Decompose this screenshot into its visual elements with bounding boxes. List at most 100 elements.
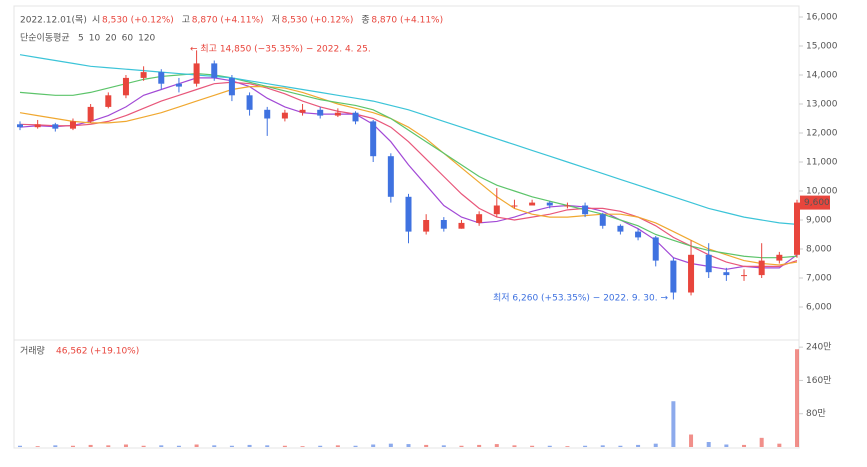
volume-bar (53, 445, 58, 447)
volume-tick-label: 240만 (806, 342, 831, 353)
high-annotation: ← 최고 14,850 (−35.35%) − 2022. 4. 25. (190, 44, 371, 55)
candle-body (370, 121, 377, 157)
volume-bar (265, 445, 270, 447)
candle-body (546, 202, 553, 206)
candle-body (670, 260, 677, 293)
volume-bar (706, 442, 711, 447)
volume-summary: 46,562 (+19.10%) (56, 347, 139, 357)
volume-bar (565, 446, 570, 447)
volume-bar (282, 445, 287, 447)
volume-bar (724, 444, 729, 447)
volume-bar (689, 434, 694, 447)
candle-body (688, 254, 695, 293)
candle-body (635, 231, 642, 238)
candle-body (476, 214, 483, 223)
y-tick-label: 10,000 (806, 187, 838, 197)
volume-title: 거래량 (20, 345, 45, 357)
candle-body (211, 63, 218, 78)
volume-bar (300, 446, 305, 447)
volume-bar (35, 446, 40, 447)
candle-body (228, 77, 235, 96)
candle-body (493, 205, 500, 215)
volume-bar (388, 443, 393, 447)
volume-bar (653, 443, 658, 447)
volume-bar (70, 445, 75, 447)
volume-bar (106, 445, 111, 447)
y-tick-label: 13,000 (806, 100, 838, 110)
y-tick-label: 11,000 (806, 158, 838, 168)
volume-bar (212, 445, 217, 447)
volume-bar (229, 445, 234, 447)
volume-bar (636, 444, 641, 447)
candle-body (264, 109, 271, 119)
ma-line (19, 54, 798, 225)
volume-bar (335, 445, 340, 447)
candle-body (140, 72, 147, 78)
volume-bar (159, 445, 164, 447)
header-label: 시 (92, 15, 100, 26)
y-tick-label: 7,000 (806, 274, 832, 284)
candle-body (387, 156, 394, 197)
volume-bar (406, 444, 411, 447)
candle-body (440, 220, 447, 229)
volume-bar (18, 445, 22, 447)
y-tick-label: 9,000 (806, 216, 832, 226)
candle-body (458, 222, 465, 229)
ma-legend: 60 (122, 34, 134, 44)
price-tag-label: 9,600 (804, 198, 830, 208)
candle-body (52, 124, 59, 129)
low-annotation: 최저 6,260 (+53.35%) − 2022. 9. 30. → (493, 293, 668, 304)
candle-body (423, 220, 430, 232)
volume-bar (618, 445, 623, 447)
volume-bar (742, 444, 747, 447)
y-tick-label: 6,000 (806, 303, 832, 313)
candle-body (34, 124, 41, 128)
y-tick-label: 15,000 (806, 42, 838, 52)
ma-legend: 120 (138, 34, 155, 44)
ma-legend: 10 (89, 34, 101, 44)
candle-body (582, 205, 589, 215)
candle-body (776, 254, 783, 261)
volume-bar (247, 444, 252, 447)
header-value: 8,530 (+0.12%) (102, 16, 174, 26)
ma-line (19, 72, 798, 259)
candle-body (511, 205, 518, 207)
volume-bar (671, 401, 676, 447)
candle-body (564, 205, 571, 207)
volume-bar (353, 445, 358, 447)
ma-line (19, 81, 798, 267)
volume-tick-label: 80만 (806, 408, 826, 419)
candle-body (405, 196, 412, 232)
volume-bar (759, 437, 764, 447)
volume-bar (194, 444, 199, 447)
candle-body (529, 202, 536, 206)
candle-body (599, 214, 606, 226)
volume-bar (441, 445, 446, 447)
candle-body (299, 109, 306, 113)
volume-bar (424, 444, 429, 447)
header-value: 8,530 (+0.12%) (282, 16, 354, 26)
volume-bar (600, 445, 605, 447)
candle-body (193, 63, 200, 84)
volume-bar (583, 445, 588, 447)
ma-line (19, 86, 798, 266)
candle-body (741, 275, 748, 277)
price-tag (800, 195, 830, 210)
candle-body (723, 272, 730, 276)
volume-bar (88, 444, 93, 447)
candle-body (175, 83, 182, 87)
volume-bar (318, 445, 323, 447)
candle-body (69, 121, 76, 129)
volume-tick-label: 160만 (806, 375, 831, 386)
candle-body (281, 112, 288, 119)
y-tick-label: 8,000 (806, 245, 832, 255)
candle-body (17, 124, 23, 128)
candle-body (758, 260, 765, 276)
volume-bar (477, 444, 482, 447)
candle-body (794, 202, 800, 255)
volume-bar (459, 445, 464, 447)
volume-bar (777, 443, 782, 447)
candle-body (617, 225, 624, 232)
candle-body (334, 112, 341, 116)
